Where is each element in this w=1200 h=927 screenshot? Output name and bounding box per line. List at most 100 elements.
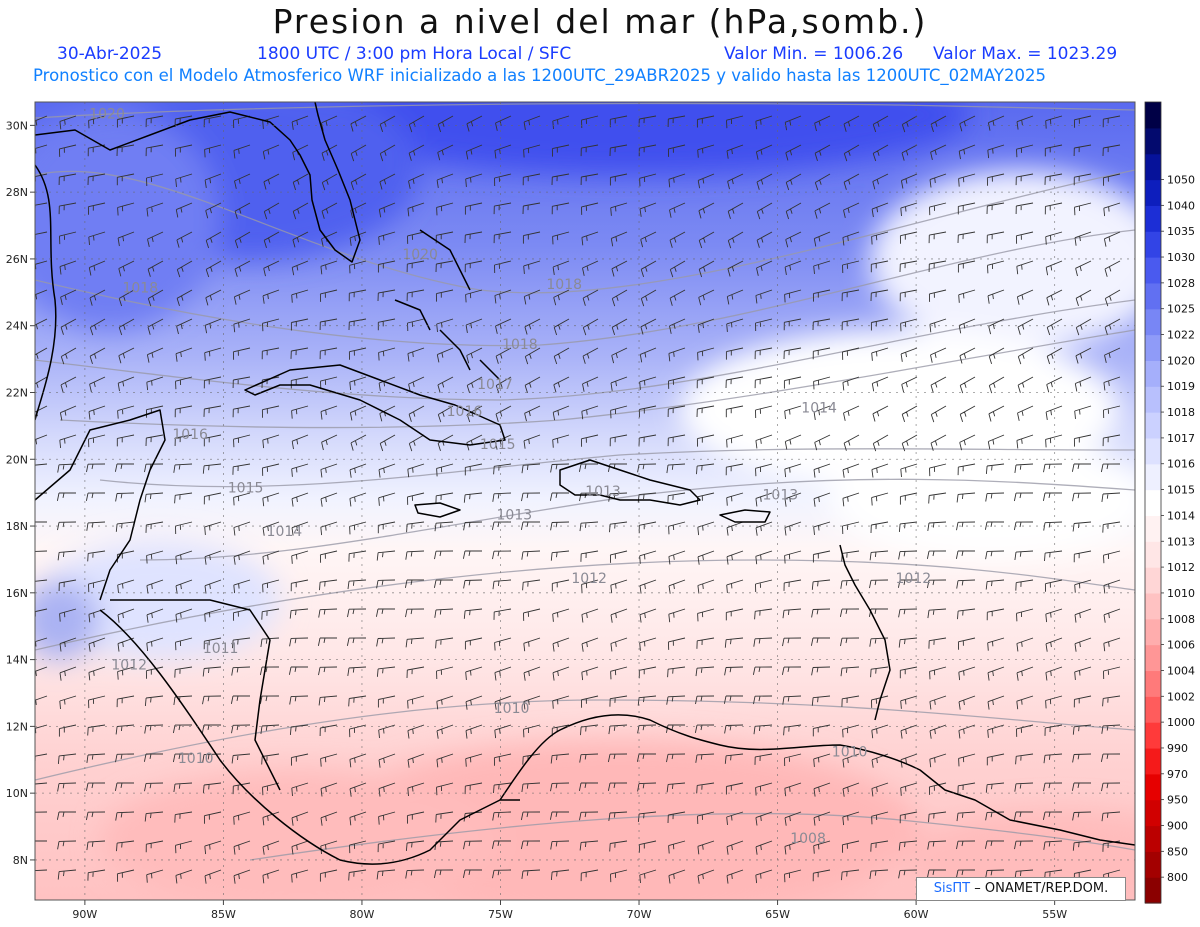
- colorbar-swatch-8: [1145, 670, 1161, 697]
- wind-barbs: [35, 115, 1121, 884]
- coast-puerto-rico: [719, 509, 771, 523]
- colorbar-label-1028: 1028: [1167, 277, 1195, 290]
- colorbar-label-800: 800: [1167, 871, 1188, 884]
- lat-tick-label-26N: 26N: [6, 253, 28, 266]
- forecast-info: Pronostico con el Modelo Atmosferico WRF…: [33, 66, 1046, 85]
- isobar-label-14: 1013: [497, 507, 533, 523]
- isobar-label-20: 1010: [832, 744, 868, 760]
- lat-tick-label-16N: 16N: [6, 587, 28, 600]
- valid-date: 30-Abr-2025: [57, 44, 163, 64]
- colorbar-label-1017: 1017: [1167, 432, 1195, 445]
- colorbar-label-1015: 1015: [1167, 484, 1195, 497]
- colorbar-label-1010: 1010: [1167, 587, 1195, 600]
- isobar-label-0: 1020: [89, 107, 125, 123]
- colorbar-swatch-13: [1145, 541, 1161, 568]
- lat-tick-label-8N: 8N: [13, 854, 28, 867]
- colorbar-label-1020: 1020: [1167, 354, 1195, 367]
- colorbar-swatch-3: [1145, 799, 1161, 827]
- colorbar-frame: [1144, 101, 1162, 904]
- lon-tick-label-65W: 65W: [765, 908, 790, 921]
- colorbar-label-1000: 1000: [1167, 716, 1195, 729]
- isobar-label-13: 1013: [585, 484, 621, 500]
- colorbar-swatch-6: [1145, 722, 1161, 749]
- isobar-label-15: 1012: [571, 571, 607, 587]
- colorbar-swatch-29: [1145, 127, 1161, 155]
- isobars: [35, 102, 1135, 861]
- colorbar-swatch-23: [1145, 282, 1161, 310]
- colorbar-label-900: 900: [1167, 819, 1188, 832]
- lat-tick-label-24N: 24N: [6, 320, 28, 333]
- coast-lesser-antilles: [839, 544, 891, 721]
- min-value: Valor Min. = 1006.26: [724, 44, 904, 64]
- credit-org: – ONAMET/REP.DOM.: [970, 881, 1109, 896]
- lat-tick-label-18N: 18N: [6, 520, 28, 533]
- coast-jamaica: [414, 502, 461, 518]
- colorbar-swatch-10: [1145, 618, 1161, 646]
- colorbar-swatch-25: [1145, 231, 1161, 258]
- colorbar-label-1016: 1016: [1167, 458, 1195, 471]
- colorbar-swatch-9: [1145, 644, 1161, 672]
- isobar-label-2: 1018: [122, 280, 158, 296]
- lon-tick-label-60W: 60W: [904, 908, 929, 921]
- coast-honduras-nicaragua: [110, 599, 281, 791]
- colorbar-swatch-26: [1145, 205, 1161, 232]
- lon-tick-label-75W: 75W: [488, 908, 513, 921]
- isobar-label-5: 1017: [477, 377, 513, 393]
- lat-tick-label-10N: 10N: [6, 787, 28, 800]
- map-field: 1020 1020 1018 1018 1018 1017 1016 1016 1015 1015…: [35, 102, 1135, 900]
- colorbar-swatch-18: [1145, 412, 1161, 439]
- colorbar: 800 850 900 950 970 990 1000 1002 1004 1006 1008 10…: [1144, 101, 1195, 904]
- isobar-label-10: 1014: [801, 401, 837, 417]
- colorbar-swatch-27: [1145, 179, 1161, 206]
- colorbar-label-1040: 1040: [1167, 199, 1195, 212]
- colorbar-label-1006: 1006: [1167, 639, 1195, 652]
- colorbar-swatch-5: [1145, 747, 1161, 775]
- lat-tick-label-20N: 20N: [6, 453, 28, 466]
- colorbar-swatch-16: [1145, 463, 1161, 491]
- graticule: [35, 102, 1135, 900]
- isobar-labels: 1020 1020 1018 1018 1018 1017 1016 1016 1015 1015…: [89, 107, 931, 848]
- coast-bahamas: [394, 229, 501, 381]
- map-axes: 90W 85W 80W 75W 70W 65W 60W 55W 8N 10N 12N 14N 16N 18…: [6, 119, 1067, 921]
- colorbar-label-1004: 1004: [1167, 664, 1195, 677]
- isobar-label-7: 1016: [172, 427, 208, 443]
- colorbar-label-1018: 1018: [1167, 406, 1195, 419]
- colorbar-swatch-4: [1145, 773, 1161, 801]
- colorbar-label-1012: 1012: [1167, 561, 1195, 574]
- colorbar-swatch-30: [1145, 102, 1161, 129]
- colorbar-label-1022: 1022: [1167, 329, 1195, 342]
- colorbar-label-1030: 1030: [1167, 251, 1195, 264]
- colorbar-label-1025: 1025: [1167, 303, 1195, 316]
- isobar-label-4: 1018: [502, 337, 538, 353]
- lat-tick-label-22N: 22N: [6, 386, 28, 399]
- colorbar-swatch-28: [1145, 153, 1161, 181]
- colorbar-label-1014: 1014: [1167, 509, 1195, 522]
- isobar-label-3: 1018: [546, 277, 582, 293]
- isobar-label-22: 1008: [790, 831, 826, 847]
- coast-yucatan: [35, 409, 166, 601]
- isobar-label-6: 1016: [447, 404, 483, 420]
- colorbar-swatch-7: [1145, 696, 1161, 723]
- colorbar-swatch-1: [1145, 851, 1161, 878]
- colorbar-label-990: 990: [1167, 742, 1188, 755]
- map-title: Presion a nivel del mar (hPa,somb.): [272, 2, 928, 41]
- lon-tick-label-85W: 85W: [211, 908, 236, 921]
- colorbar-swatch-20: [1145, 360, 1161, 387]
- colorbar-swatch-21: [1145, 334, 1161, 361]
- isobar-label-11: 1014: [267, 524, 303, 540]
- isobar-label-9: 1015: [228, 481, 264, 497]
- colorbar-swatch-11: [1145, 592, 1161, 620]
- map-frame: [34, 101, 1136, 901]
- lon-tick-label-55W: 55W: [1042, 908, 1067, 921]
- colorbar-swatch-24: [1145, 257, 1161, 284]
- isobar-label-21: 1010: [178, 751, 214, 767]
- coast-south-america: [499, 714, 1135, 846]
- colorbar-swatch-0: [1145, 877, 1161, 904]
- lat-tick-label-30N: 30N: [6, 119, 28, 132]
- coast-us-florida: [35, 102, 361, 263]
- colorbar-label-1013: 1013: [1167, 535, 1195, 548]
- isobar-label-19: 1010: [494, 701, 530, 717]
- colorbar-swatch-22: [1145, 308, 1161, 336]
- colorbar-label-1035: 1035: [1167, 225, 1195, 238]
